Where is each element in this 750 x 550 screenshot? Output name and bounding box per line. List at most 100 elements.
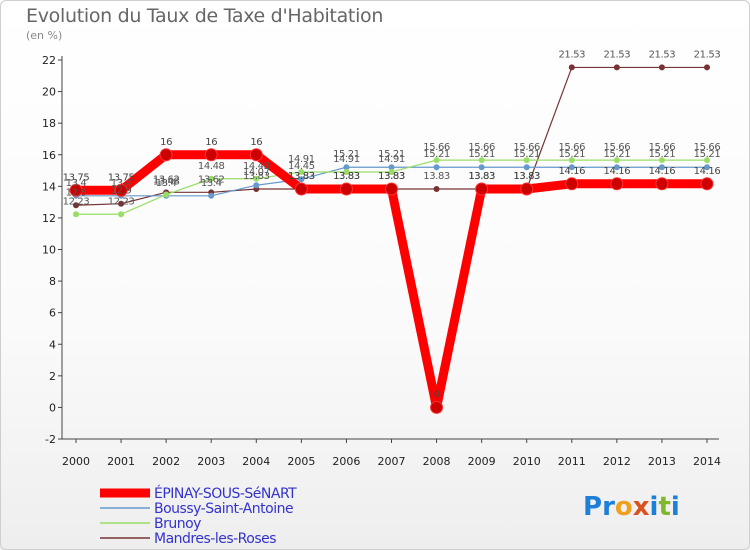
data-label-mandres: 13.83 — [513, 171, 540, 182]
data-point-brunoy — [704, 157, 710, 164]
data-label-boussy: 15.21 — [468, 149, 495, 160]
data-label-boussy: 13.4 — [111, 178, 132, 189]
data-point-brunoy — [388, 168, 395, 175]
data-label-brunoy: 14.91 — [378, 154, 405, 165]
chart-title: Evolution du Taux de Taxe d'Habitation — [26, 5, 384, 27]
x-tick-label: 2002 — [152, 455, 180, 468]
data-label-mandres: 21.53 — [694, 49, 721, 60]
x-tick-label: 2014 — [693, 455, 721, 468]
data-point-brunoy — [613, 157, 620, 164]
data-label-mandres: 21.53 — [604, 49, 631, 60]
data-point-mandres — [613, 64, 620, 71]
y-tick-label: 22 — [42, 54, 56, 67]
data-point-boussy — [298, 176, 305, 183]
x-tick-label: 2000 — [62, 455, 90, 468]
data-label-brunoy: 12.23 — [63, 196, 90, 207]
data-label-brunoy: 15.66 — [694, 142, 721, 153]
data-label-boussy: 15.21 — [378, 149, 405, 160]
data-point-epinay — [430, 400, 444, 414]
data-point-brunoy — [568, 157, 575, 164]
x-tick-label: 2013 — [648, 455, 676, 468]
data-point-epinay — [520, 182, 534, 196]
data-point-boussy — [343, 164, 350, 171]
data-label-boussy: 15.21 — [333, 149, 360, 160]
logo-letter: o — [615, 492, 633, 522]
data-label-brunoy: 14.48 — [243, 161, 270, 172]
data-point-epinay — [610, 177, 624, 191]
data-point-epinay — [385, 182, 398, 196]
data-label-boussy: 15.21 — [604, 149, 631, 160]
data-point-epinay — [249, 148, 263, 162]
x-tick-label: 2005 — [287, 455, 315, 468]
data-point-brunoy — [343, 168, 350, 175]
y-tick-label: 6 — [49, 307, 56, 320]
y-tick-label: 4 — [49, 338, 56, 351]
logo-letter: t — [658, 492, 670, 522]
data-label-epinay: 14.16 — [649, 166, 676, 177]
data-point-epinay — [475, 182, 489, 196]
data-point-boussy — [253, 182, 260, 189]
data-label-mandres: 12.8 — [66, 187, 87, 198]
data-point-epinay — [159, 148, 173, 162]
logo-letter: i — [650, 492, 659, 522]
y-tick-label: 18 — [42, 117, 56, 130]
data-point-boussy — [568, 164, 575, 171]
data-label-brunoy: 13.48 — [153, 177, 180, 188]
logo-letter: P — [583, 492, 602, 522]
data-label-mandres: 21.53 — [649, 49, 676, 60]
data-label-brunoy: 15.66 — [513, 142, 540, 153]
y-tick-label: 12 — [42, 212, 56, 225]
data-point-epinay — [655, 177, 669, 191]
x-tick-label: 2006 — [332, 455, 360, 468]
x-tick-label: 2012 — [603, 455, 631, 468]
logo-letter: r — [602, 492, 615, 522]
logo-letter: i — [671, 492, 680, 522]
data-point-epinay — [294, 182, 308, 196]
y-tick-label: 8 — [49, 275, 56, 288]
data-label-mandres: 13.83 — [333, 171, 360, 182]
data-point-epinay — [565, 177, 579, 191]
x-tick-label: 2009 — [468, 455, 496, 468]
data-label-brunoy: 15.66 — [558, 142, 585, 153]
x-tick-label: 2004 — [242, 455, 270, 468]
y-tick-label: 14 — [42, 180, 56, 193]
data-point-mandres — [704, 64, 710, 71]
data-label-mandres: 13.62 — [153, 174, 180, 185]
data-point-brunoy — [118, 211, 125, 218]
data-label-boussy: 14.45 — [288, 161, 315, 172]
data-point-brunoy — [163, 191, 170, 198]
data-label-brunoy: 15.66 — [649, 142, 676, 153]
data-point-mandres — [658, 64, 665, 71]
data-point-brunoy — [298, 168, 305, 175]
x-tick-label: 2010 — [513, 455, 541, 468]
x-tick-label: 2007 — [378, 455, 406, 468]
data-label-epinay: 13.83 — [378, 171, 405, 182]
y-tick-label: 0 — [49, 401, 56, 414]
data-point-mandres — [433, 186, 440, 193]
data-label-boussy: 14.07 — [243, 167, 270, 178]
data-label-mandres: 13.83 — [423, 171, 450, 182]
y-tick-label: -2 — [45, 433, 56, 446]
x-tick-label: 2001 — [107, 455, 135, 468]
data-label-epinay: 14.16 — [558, 166, 585, 177]
data-label-mandres: 13.83 — [378, 171, 405, 182]
data-point-boussy — [523, 164, 530, 171]
data-point-epinay — [69, 183, 83, 197]
data-point-epinay — [114, 183, 128, 197]
data-point-boussy — [433, 164, 440, 171]
data-point-boussy — [704, 164, 710, 171]
data-label-epinay: 13.75 — [108, 172, 135, 183]
data-point-epinay — [339, 182, 353, 196]
data-point-brunoy — [73, 211, 79, 218]
data-point-brunoy — [208, 175, 215, 182]
data-label-mandres: 13.62 — [198, 174, 225, 185]
data-point-brunoy — [523, 157, 530, 164]
legend-label-mandres: Mandres-les-Roses — [154, 531, 276, 547]
logo-letter: x — [633, 492, 650, 522]
data-label-epinay: 16 — [205, 137, 217, 148]
data-label-brunoy: 15.66 — [604, 142, 631, 153]
data-label-epinay: 14.16 — [694, 166, 721, 177]
x-tick-label: 2011 — [558, 455, 586, 468]
data-label-epinay: 16 — [160, 137, 172, 148]
x-tick-label: 2003 — [197, 455, 225, 468]
